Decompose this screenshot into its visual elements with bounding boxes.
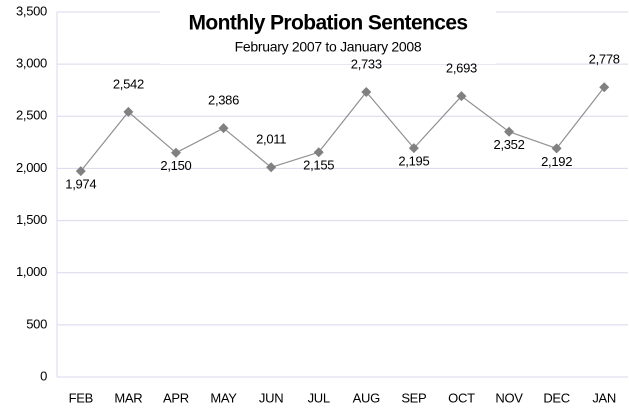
x-tick-label: JUN	[259, 390, 283, 405]
marker	[599, 82, 610, 93]
y-tick-label: 1,000	[16, 264, 47, 279]
data-label: 2,778	[589, 52, 620, 67]
x-tick-label: OCT	[448, 390, 475, 405]
x-tick-label: MAY	[210, 390, 237, 405]
x-tick-label: NOV	[495, 390, 523, 405]
data-label: 2,542	[113, 76, 144, 91]
y-tick-label: 2,000	[16, 160, 47, 175]
marker	[551, 143, 562, 154]
grid-layer	[56, 11, 628, 378]
marker	[361, 86, 372, 97]
marker	[266, 162, 277, 173]
data-label: 2,195	[398, 154, 429, 169]
x-tick-label: JUL	[308, 390, 330, 405]
title-box	[160, 10, 496, 64]
chart-subtitle: February 2007 to January 2008	[235, 39, 422, 55]
marker	[170, 147, 181, 158]
data-label: 2,155	[303, 158, 334, 173]
x-tick-label: SEP	[401, 390, 426, 405]
x-tick-label: DEC	[543, 390, 570, 405]
data-label: 2,693	[446, 61, 477, 76]
y-tick-label: 0	[40, 368, 47, 383]
data-label: 2,352	[494, 137, 525, 152]
y-tick-label: 500	[26, 316, 47, 331]
y-tick-label: 1,500	[16, 212, 47, 227]
series-line	[80, 86, 605, 172]
marker	[123, 106, 134, 117]
marker	[408, 143, 419, 154]
y-tick-label: 3,500	[16, 3, 47, 18]
x-tick-label: JAN	[592, 390, 616, 405]
data-label: 2,011	[256, 132, 286, 147]
x-tick-label: APR	[163, 390, 189, 405]
data-label: 1,974	[65, 177, 96, 192]
data-label: 2,733	[351, 56, 382, 71]
y-tick-label: 2,500	[16, 108, 47, 123]
x-tick-label: MAR	[114, 390, 142, 405]
y-tick-label: 3,000	[16, 56, 47, 71]
x-tick-label: FEB	[69, 390, 93, 405]
data-label: 2,150	[160, 158, 191, 173]
data-label: 2,386	[208, 93, 239, 108]
marker	[75, 166, 86, 177]
data-label: 2,192	[541, 154, 572, 169]
marker	[504, 126, 515, 137]
marker	[456, 91, 467, 102]
chart-title: Monthly Probation Sentences	[189, 12, 468, 35]
marker	[313, 147, 324, 158]
x-tick-label: AUG	[353, 390, 380, 405]
marker	[218, 123, 229, 134]
